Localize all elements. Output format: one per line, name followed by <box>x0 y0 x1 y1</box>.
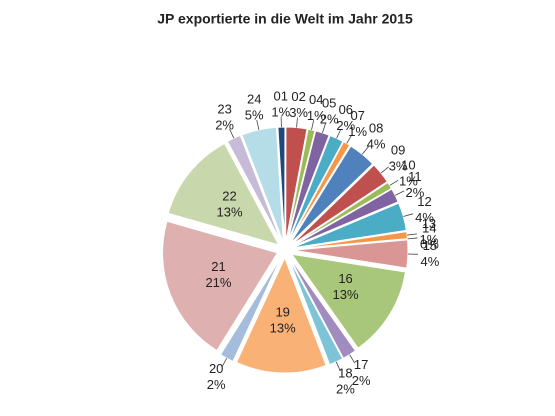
pie-slice <box>290 164 388 246</box>
slice-category: 02 <box>291 89 305 104</box>
slice-label: 4% <box>367 137 386 152</box>
leader-line <box>346 134 353 144</box>
slice-label: 2% <box>406 185 425 200</box>
leader-line <box>322 123 326 133</box>
slice-label: 3% <box>289 105 308 120</box>
pie-slice <box>292 239 409 269</box>
leader-line <box>407 233 418 236</box>
slice-category: 07 <box>350 108 364 123</box>
pie-slice <box>290 253 406 349</box>
slice-category: 16 <box>338 271 352 286</box>
chart-title: JP exportierte in die Welt im Jahr 2015 <box>157 11 413 27</box>
pie-slice <box>286 130 330 243</box>
slice-category: 05 <box>322 95 336 110</box>
slice-label: 2% <box>215 118 234 133</box>
leader-line <box>380 166 390 174</box>
leader-line <box>361 146 369 155</box>
leader-line <box>296 117 298 128</box>
slice-label: 2% <box>320 111 339 126</box>
leader-line <box>256 119 260 130</box>
slice-category: 04 <box>309 92 323 107</box>
slice-label: 2% <box>207 377 226 392</box>
slice-category: 08 <box>369 121 383 136</box>
leader-line <box>335 361 341 372</box>
slice-label: 1% <box>420 232 439 247</box>
slice-category: 21 <box>211 259 225 274</box>
slice-category: 11 <box>408 169 422 184</box>
leader-line <box>336 129 342 139</box>
pie-slice <box>235 256 327 374</box>
slice-label: 13% <box>333 287 359 302</box>
slice-label: 13% <box>217 205 243 220</box>
slice-category: 13 <box>422 216 436 231</box>
pie-slice <box>288 256 357 359</box>
slice-label: 1% <box>271 104 290 119</box>
slice-label: 13% <box>270 321 296 336</box>
slice-category: 14 <box>422 220 436 235</box>
slice-category: 17 <box>354 357 368 372</box>
slice-category: 24 <box>247 92 261 107</box>
leader-line <box>403 213 414 217</box>
pie-slice <box>162 220 279 352</box>
leader-line <box>349 354 356 364</box>
slice-category: 23 <box>217 102 231 117</box>
slice-category: 15 <box>423 238 437 253</box>
pie-slice <box>167 142 280 246</box>
leader-line <box>389 179 399 186</box>
leader-line <box>407 237 418 240</box>
slice-label: 2% <box>336 118 355 133</box>
slice-category: 19 <box>275 305 289 320</box>
slice-category: 09 <box>391 143 405 158</box>
slice-label: 1% <box>307 108 326 123</box>
slice-label: 4% <box>415 210 434 225</box>
pie-slice <box>277 126 286 243</box>
pie-slice <box>292 238 408 250</box>
slice-category: 10 <box>401 157 415 172</box>
slice-label: 2% <box>352 373 371 388</box>
slice-label: 4% <box>421 254 440 269</box>
slice-category: 01 <box>274 88 288 103</box>
slice-label: 21% <box>205 275 231 290</box>
slice-label: 0% <box>420 236 439 251</box>
slice-label: 1% <box>348 124 367 139</box>
slice-category: 12 <box>417 194 431 209</box>
leader-line <box>311 120 315 130</box>
slice-label: 1% <box>399 173 418 188</box>
slice-label: 3% <box>389 159 408 174</box>
slice-label: 5% <box>245 108 264 123</box>
leader-line <box>229 128 235 139</box>
slice-category: 22 <box>222 189 236 204</box>
slice-category: 18 <box>338 365 352 380</box>
pie-slice <box>291 181 393 247</box>
slice-label: 2% <box>336 381 355 396</box>
slice-category: 06 <box>339 102 353 117</box>
leader-line <box>221 358 227 368</box>
slice-category: 20 <box>209 361 223 376</box>
leader-line <box>395 190 405 196</box>
